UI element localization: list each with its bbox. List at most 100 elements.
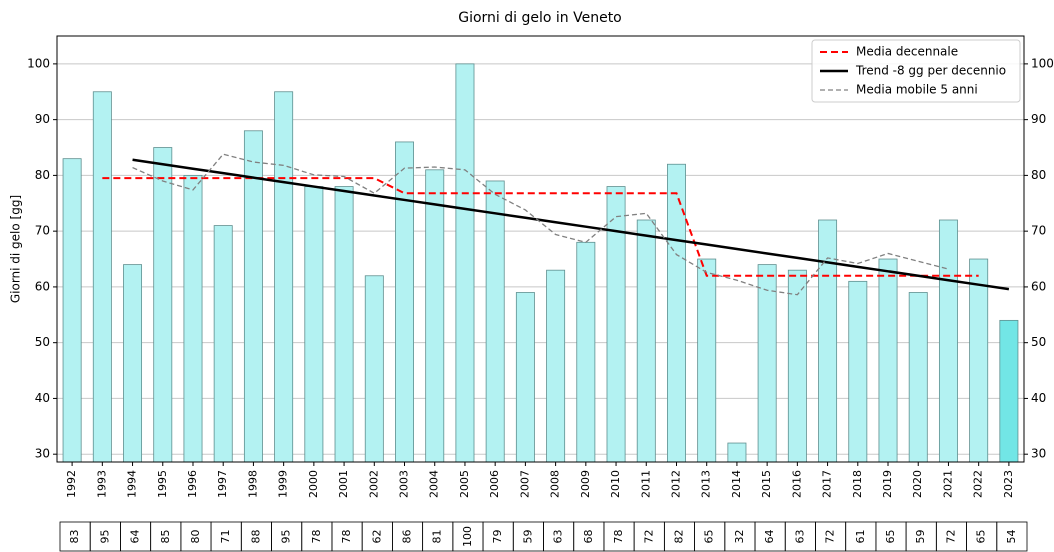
x-tick-label: 2002 [367,470,380,498]
table-value: 65 [884,530,897,544]
x-tick-label: 2009 [579,470,592,498]
chart-title: Giorni di gelo in Veneto [458,10,622,26]
table-value: 32 [733,530,746,544]
x-tick-label: 2000 [307,470,320,498]
bar [636,219,656,463]
y2-tick-label: 30 [1031,447,1046,461]
table-value: 59 [521,530,534,544]
table-value: 72 [824,530,837,544]
x-tick-label: 2015 [760,470,773,498]
y-tick-label: 100 [27,56,50,70]
y2-tick-label: 80 [1031,168,1046,182]
x-tick-label: 1995 [156,470,169,498]
x-tick-label: 2017 [821,470,834,498]
x-tick-label: 1999 [277,470,290,498]
bar [818,219,838,463]
bar [274,91,294,463]
x-tick-label: 2007 [518,470,531,498]
table-value: 65 [703,530,716,544]
table-value: 54 [1005,530,1018,544]
table-value: 62 [370,530,383,544]
y2-tick-label: 90 [1031,112,1046,126]
table-value: 80 [189,530,202,544]
table-value: 72 [642,530,655,544]
x-tick-label: 1998 [246,470,259,498]
bar [153,147,173,463]
bar [62,158,82,463]
table-value: 83 [68,530,81,544]
bar [999,319,1019,463]
table-value: 65 [975,530,988,544]
y2-tick-label: 70 [1031,224,1046,238]
x-tick-label: 2016 [790,470,803,498]
table-value: 81 [431,530,444,544]
table-value: 63 [793,530,806,544]
table-value: 86 [401,530,414,544]
y-tick-label: 90 [35,112,50,126]
bar [969,258,989,463]
table-value: 85 [159,530,172,544]
table-value: 88 [249,530,262,544]
x-tick-label: 2001 [337,470,350,498]
table-value: 95 [280,530,293,544]
bar [727,442,747,463]
line-series [102,177,979,277]
table-value: 64 [129,530,142,544]
x-tick-label: 1996 [186,470,199,498]
bar [546,269,566,463]
y-axis-label: Giorni di gelo [gg] [9,195,23,303]
x-tick-label: 2005 [458,470,471,498]
x-tick-label: 2006 [488,470,501,498]
y-tick-label: 80 [35,168,50,182]
bar [908,292,928,463]
y2-tick-label: 100 [1031,56,1054,70]
bar [787,269,807,463]
x-tick-label: 2018 [851,470,864,498]
x-tick-label: 2022 [972,470,985,498]
x-tick-label: 2019 [881,470,894,498]
y2-tick-label: 50 [1031,335,1046,349]
x-tick-label: 2004 [428,470,441,498]
bar [878,258,898,463]
table-value: 72 [944,530,957,544]
x-tick-label: 2010 [609,470,622,498]
bar [455,63,475,463]
y-tick-label: 30 [35,447,50,461]
x-tick-label: 2011 [639,470,652,498]
x-tick-label: 2021 [941,470,954,498]
bar [364,275,384,463]
x-tick-label: 1997 [216,470,229,498]
table-value: 59 [914,530,927,544]
x-tick-label: 2014 [730,470,743,498]
bar [515,292,535,463]
bar [334,186,354,463]
legend-label: Media mobile 5 anni [856,83,978,97]
bar [848,280,868,463]
x-tick-label: 2020 [911,470,924,498]
x-tick-label: 2013 [700,470,713,498]
x-tick-label: 2012 [669,470,682,498]
bar [243,130,263,463]
table-value: 100 [461,526,474,547]
y-tick-label: 50 [35,335,50,349]
y-tick-label: 40 [35,391,50,405]
bar [213,225,233,463]
y-tick-label: 60 [35,279,50,293]
table-value: 68 [582,530,595,544]
y2-tick-label: 40 [1031,391,1046,405]
bar [757,264,777,463]
bar [485,180,505,463]
bar [304,186,324,463]
x-tick-label: 2023 [1002,470,1015,498]
table-value: 64 [763,530,776,544]
y2-tick-label: 60 [1031,279,1046,293]
table-value: 78 [612,530,625,544]
bar [576,241,596,463]
bar [123,264,143,463]
bar [697,258,717,463]
table-value: 95 [98,530,111,544]
bar [606,186,626,463]
line-series [132,153,949,296]
bar [92,91,112,463]
